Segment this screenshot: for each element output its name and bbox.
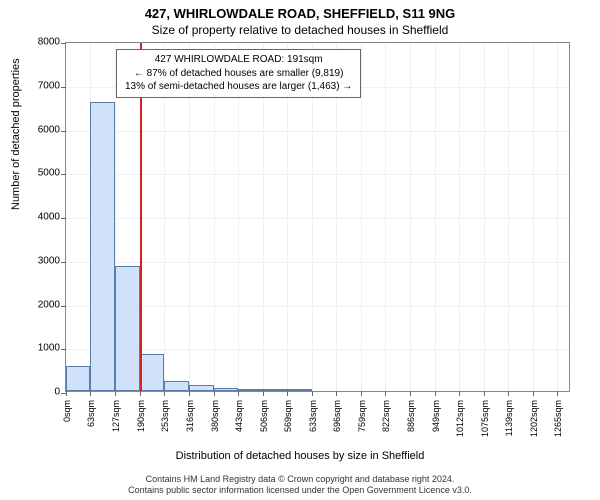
x-tick-label: 506sqm xyxy=(259,400,269,432)
footer-line1: Contains HM Land Registry data © Crown c… xyxy=(0,474,600,485)
gridline-v xyxy=(533,43,534,391)
x-tick-label: 316sqm xyxy=(185,400,195,432)
x-tick-label: 569sqm xyxy=(283,400,293,432)
x-tick xyxy=(385,391,386,396)
x-tick xyxy=(312,391,313,396)
y-tick-label: 0 xyxy=(10,387,60,398)
x-tick-label: 1202sqm xyxy=(529,400,539,437)
y-tick xyxy=(61,306,66,307)
y-tick-label: 3000 xyxy=(10,255,60,266)
histogram-bar xyxy=(90,102,115,391)
x-tick-label: 1139sqm xyxy=(504,400,514,436)
x-tick-label: 886sqm xyxy=(406,400,416,432)
x-tick-label: 759sqm xyxy=(357,400,367,432)
histogram-bar xyxy=(115,266,139,391)
histogram-bar xyxy=(164,381,188,391)
gridline-v xyxy=(557,43,558,391)
y-tick-label: 2000 xyxy=(10,299,60,310)
y-tick-label: 7000 xyxy=(10,80,60,91)
x-tick-label: 380sqm xyxy=(210,400,220,432)
y-tick-label: 4000 xyxy=(10,212,60,223)
x-tick xyxy=(189,391,190,396)
x-tick xyxy=(435,391,436,396)
histogram-bar xyxy=(263,389,287,391)
chart-container: 427, WHIRLOWDALE ROAD, SHEFFIELD, S11 9N… xyxy=(0,0,600,500)
gridline-v xyxy=(410,43,411,391)
x-tick-label: 253sqm xyxy=(160,400,170,432)
x-tick xyxy=(410,391,411,396)
x-tick-label: 63sqm xyxy=(86,400,96,427)
gridline-v xyxy=(508,43,509,391)
x-tick xyxy=(336,391,337,396)
x-tick xyxy=(66,391,67,396)
y-tick xyxy=(61,43,66,44)
x-tick xyxy=(459,391,460,396)
x-tick xyxy=(484,391,485,396)
callout-line2: ← 87% of detached houses are smaller (9,… xyxy=(125,67,352,81)
x-tick-label: 633sqm xyxy=(308,400,318,432)
histogram-bar xyxy=(238,389,262,391)
gridline-v xyxy=(435,43,436,391)
x-tick-label: 949sqm xyxy=(431,400,441,432)
x-tick xyxy=(287,391,288,396)
callout-line1: 427 WHIRLOWDALE ROAD: 191sqm xyxy=(125,53,352,67)
x-tick-label: 0sqm xyxy=(62,400,72,422)
plot-area: 427 WHIRLOWDALE ROAD: 191sqm ← 87% of de… xyxy=(65,42,570,392)
y-tick xyxy=(61,218,66,219)
footer-line2: Contains public sector information licen… xyxy=(0,485,600,496)
x-tick-label: 696sqm xyxy=(332,400,342,432)
y-tick xyxy=(61,349,66,350)
y-tick-label: 6000 xyxy=(10,124,60,135)
x-tick-label: 1075sqm xyxy=(480,400,490,437)
x-tick xyxy=(115,391,116,396)
x-tick xyxy=(164,391,165,396)
x-tick xyxy=(90,391,91,396)
x-tick xyxy=(533,391,534,396)
y-tick-label: 5000 xyxy=(10,168,60,179)
histogram-bar xyxy=(140,354,164,391)
x-tick xyxy=(508,391,509,396)
chart-title: 427, WHIRLOWDALE ROAD, SHEFFIELD, S11 9N… xyxy=(0,0,600,21)
callout-line3: 13% of semi-detached houses are larger (… xyxy=(125,80,352,94)
y-tick xyxy=(61,174,66,175)
gridline-v xyxy=(484,43,485,391)
gridline-v xyxy=(385,43,386,391)
histogram-bar xyxy=(214,388,238,391)
x-tick xyxy=(140,391,141,396)
x-tick xyxy=(361,391,362,396)
y-tick-label: 1000 xyxy=(10,343,60,354)
x-tick-label: 1012sqm xyxy=(455,400,465,437)
gridline-v xyxy=(459,43,460,391)
x-tick xyxy=(557,391,558,396)
histogram-bar xyxy=(189,385,214,391)
x-tick xyxy=(214,391,215,396)
x-tick-label: 127sqm xyxy=(111,400,121,432)
histogram-bar xyxy=(287,389,312,391)
x-tick xyxy=(263,391,264,396)
histogram-bar xyxy=(66,366,90,391)
marker-callout: 427 WHIRLOWDALE ROAD: 191sqm ← 87% of de… xyxy=(116,49,361,98)
x-axis-label: Distribution of detached houses by size … xyxy=(0,450,600,462)
y-tick xyxy=(61,131,66,132)
y-tick xyxy=(61,87,66,88)
footer: Contains HM Land Registry data © Crown c… xyxy=(0,474,600,497)
chart-subtitle: Size of property relative to detached ho… xyxy=(0,21,600,37)
y-tick xyxy=(61,262,66,263)
x-tick-label: 1265sqm xyxy=(553,400,563,437)
x-tick-label: 822sqm xyxy=(381,400,391,432)
x-tick-label: 190sqm xyxy=(136,400,146,432)
x-tick xyxy=(238,391,239,396)
y-tick-label: 8000 xyxy=(10,37,60,48)
x-tick-label: 443sqm xyxy=(234,400,244,432)
